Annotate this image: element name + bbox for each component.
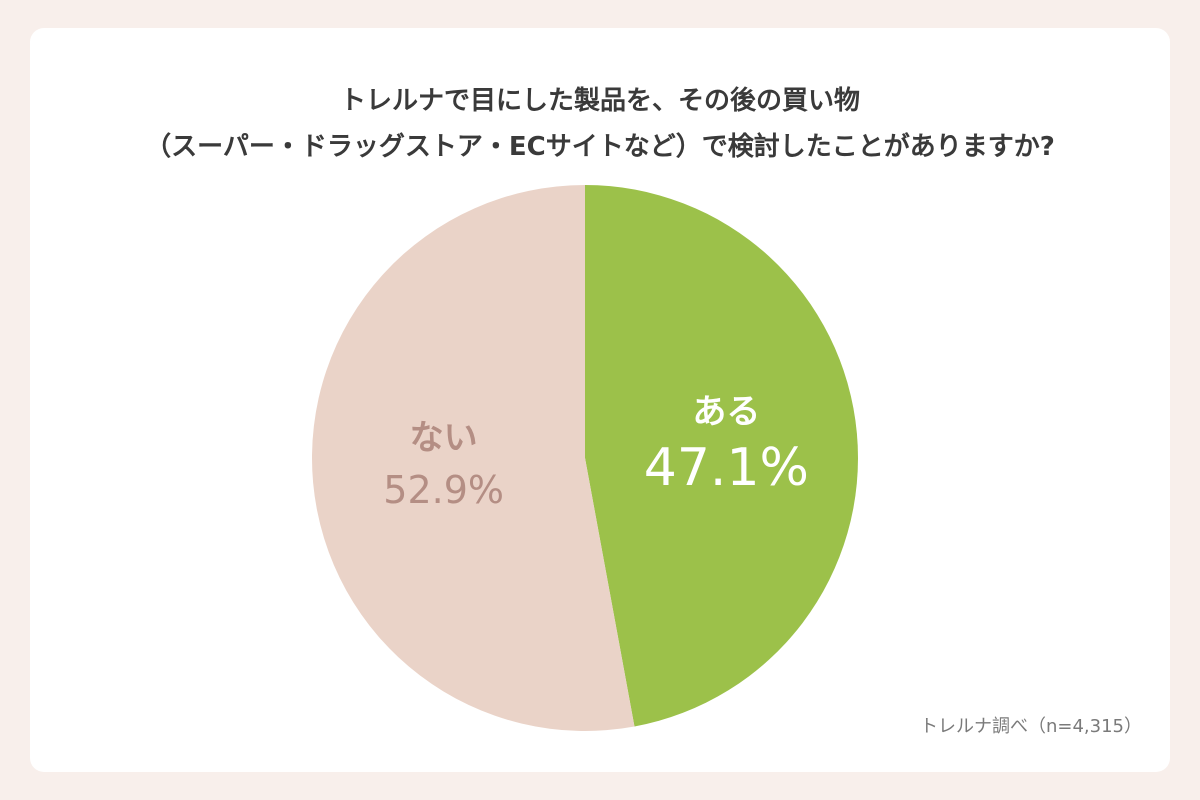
pie-slice-yes [585,185,858,727]
slice-value-yes: 47.1% [644,438,809,498]
slice-label-yes: ある [692,392,760,432]
slice-value-no: 52.9% [383,468,504,512]
chart-title-line2: （スーパー・ドラッグストア・ECサイトなど）で検討したことがありますか? [145,132,1055,162]
pie-slice-no [311,185,635,731]
source-note: トレルナ調べ（n=4,315） [919,716,1142,737]
slice-label-no: ない [410,418,478,458]
chart-title: トレルナで目にした製品を、その後の買い物 （スーパー・ドラッグストア・ECサイト… [0,78,1200,170]
chart-title-line1: トレルナで目にした製品を、その後の買い物 [339,86,860,116]
